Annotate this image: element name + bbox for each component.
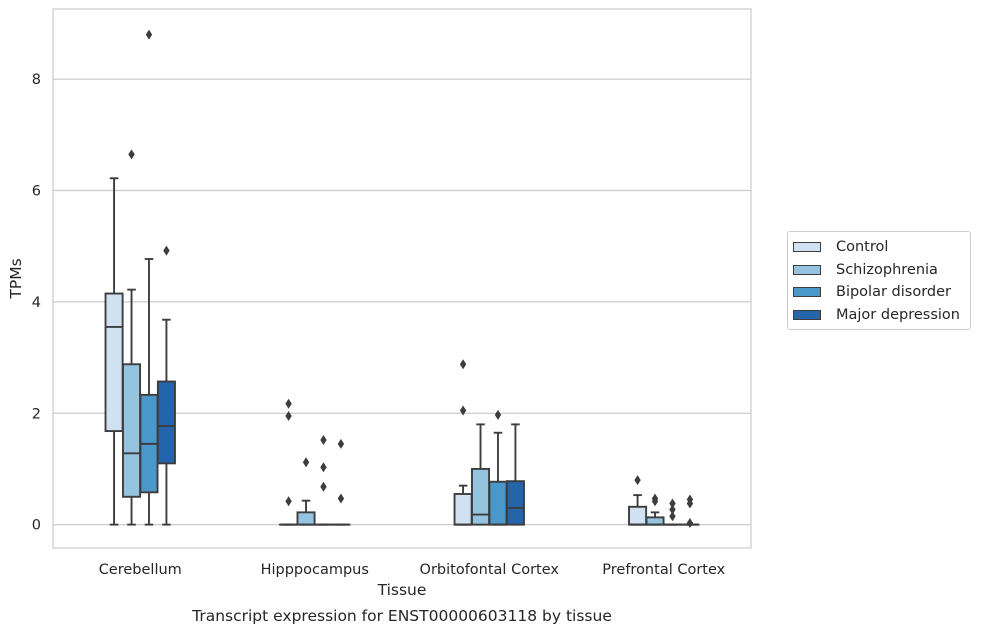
outlier-point [128,149,135,160]
x-tick-label: Hipppocampus [261,562,369,578]
outlier-point [285,398,292,409]
box [645,516,665,526]
box [104,292,124,433]
x-axis-ticks: Cerebellum Hipppocampus Orbitofontal Corte… [99,562,726,578]
legend-label: Major depression [836,306,960,323]
outlier-point [651,493,659,504]
legend-swatch [793,287,821,298]
outlier-point [459,359,467,370]
box-group [471,423,491,526]
x-tick-label: Prefrontal Cortex [602,562,725,578]
box-group [645,493,665,526]
box-group [331,438,351,526]
legend-item: Control [788,236,970,259]
legend-item: Major depression [788,304,970,327]
box-series [104,29,700,528]
box [156,380,176,465]
outlier-point [145,29,153,40]
plot-area-frame [52,8,752,549]
series-schizophrenia [122,149,665,526]
box-group [313,434,333,526]
y-tick-label: 2 [32,406,41,422]
outlier-point [320,462,327,473]
box-group [505,423,525,526]
outlier-point [285,496,292,507]
series-major-depression [156,245,700,528]
box-group [680,494,700,528]
series-bipolar-disorder [139,29,682,526]
outlier-point [320,481,327,492]
box [488,480,508,526]
outlier-point [337,493,345,504]
box [122,363,142,498]
legend-item: Bipolar disorder [788,281,970,304]
legend-swatch [793,264,821,275]
legend-swatch [793,309,821,320]
legend-label: Control [836,239,889,256]
box [505,480,525,526]
outlier-point [686,517,694,528]
box [628,505,648,526]
y-tick-label: 8 [32,72,41,88]
y-axis-label: TPMs [7,258,25,299]
y-tick-label: 0 [32,518,41,534]
outlier-point [459,405,467,416]
outlier-point [634,475,641,486]
y-tick-label: 6 [32,184,41,200]
outlier-point [669,504,676,515]
outlier-point [669,511,676,522]
chart-title: Transcript expression for ENST0000060311… [191,607,612,625]
legend-swatch [793,242,821,253]
y-tick-label: 4 [32,295,41,311]
legend-label: Schizophrenia [836,261,938,278]
outlier-point [686,494,694,505]
outlier-point [494,409,502,420]
box-group [628,475,648,526]
box [296,511,316,526]
box-group [296,457,316,526]
box-group [662,498,682,526]
outlier-point [320,434,327,445]
box-group [122,149,142,526]
box-group [139,29,159,526]
legend-label: Bipolar disorder [836,284,951,301]
outlier-point [337,438,345,449]
x-axis-label: Tissue [377,581,427,599]
outlier-point [302,457,310,468]
box-group [156,245,176,526]
outlier-point [285,411,292,422]
x-tick-label: Orbitofontal Cortex [420,562,560,578]
box-group [104,177,124,526]
outlier-point [669,498,676,509]
box-group [279,398,299,526]
legend-item: Schizophrenia [788,259,970,282]
outlier-point [163,245,170,256]
box-group [453,359,473,526]
box [471,467,491,526]
y-axis-ticks: 0 2 4 6 8 [32,72,41,533]
box-group [488,409,508,526]
x-tick-label: Cerebellum [99,562,182,578]
legend: Control Schizophrenia Bipolar disorder Majo… [787,231,971,330]
series-control [104,177,648,526]
box [453,493,473,526]
